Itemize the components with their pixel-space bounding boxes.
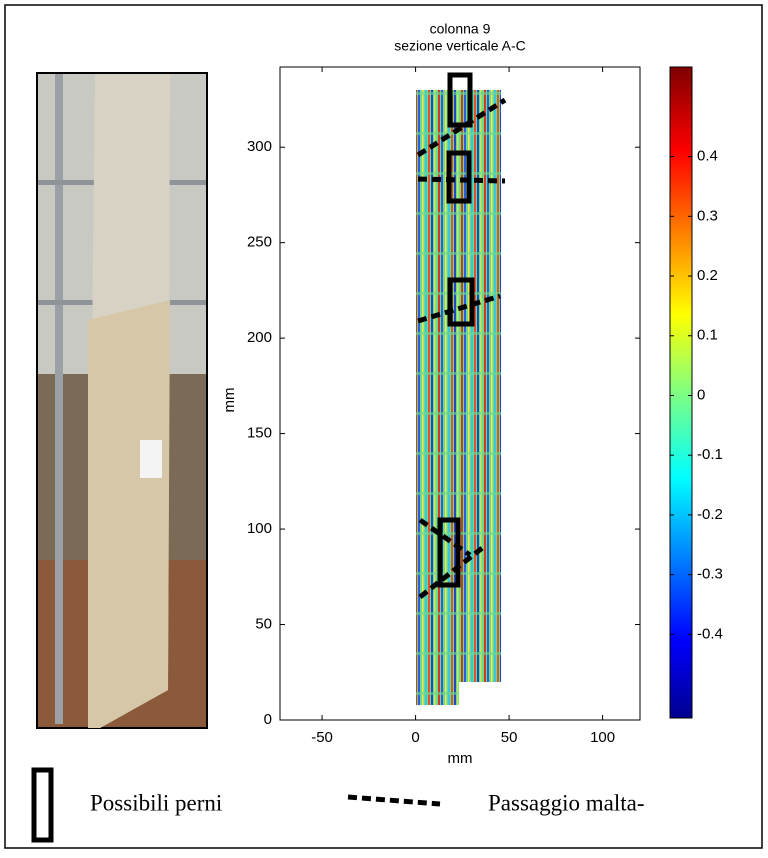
y-tick-label: 250: [247, 234, 272, 251]
colorbar: [669, 66, 693, 719]
heatmap-image: [416, 90, 501, 705]
x-tick-label: 50: [501, 729, 518, 746]
title-line: sezione verticale A-C: [394, 38, 526, 54]
colorbar-tick-label: -0.1: [697, 446, 723, 463]
title-line: colonna 9: [430, 21, 491, 37]
y-tick-label: 50: [255, 616, 272, 633]
y-axis-label: mm: [221, 388, 238, 413]
legend-label: Possibili perni: [90, 790, 222, 815]
colorbar-tick-label: 0: [697, 386, 705, 403]
colorbar-tick-label: -0.2: [697, 506, 723, 523]
frame: [4, 4, 763, 849]
colorbar-tick-label: -0.3: [697, 566, 723, 583]
y-tick-label: 200: [247, 329, 272, 346]
y-tick-label: 0: [264, 711, 272, 728]
colorbar-tick-label: -0.4: [697, 625, 723, 642]
axes-box: [279, 66, 641, 721]
colorbar-tick-label: 0.3: [697, 207, 718, 224]
x-tick-label: 0: [411, 729, 419, 746]
legend-label: Passaggio malta-: [488, 790, 645, 815]
x-tick-label: -50: [311, 729, 333, 746]
y-tick-label: 300: [247, 138, 272, 155]
x-axis-label: mm: [448, 750, 473, 767]
y-tick-label: 150: [247, 425, 272, 442]
annotations: [31, 72, 507, 843]
y-tick-label: 100: [247, 520, 272, 537]
x-tick-label: 100: [590, 729, 615, 746]
colorbar-tick-label: 0.1: [697, 327, 718, 344]
colorbar-tick-label: 0.4: [697, 148, 718, 165]
colorbar-tick-label: 0.2: [697, 267, 718, 284]
photo: [36, 72, 208, 729]
